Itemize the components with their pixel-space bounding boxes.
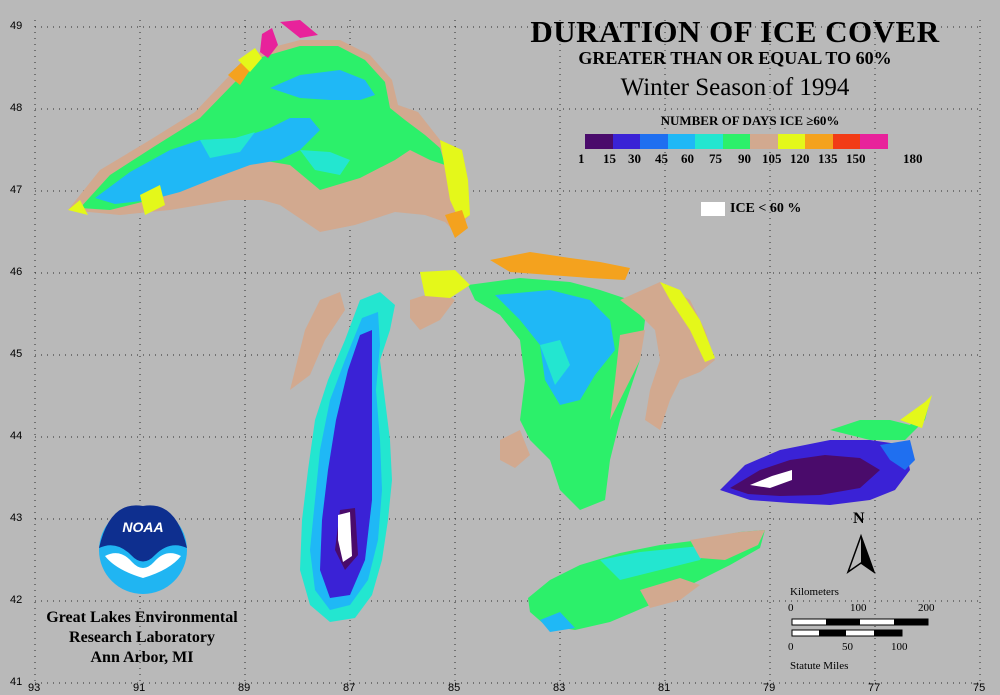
latitude-label: 43 [10, 512, 23, 524]
legend-tick-label: 75 [709, 151, 722, 166]
legend-swatch-0 [585, 134, 613, 149]
km-title: Kilometers [790, 586, 839, 598]
legend-swatch-5 [722, 134, 750, 149]
legend-tick-label: 105 [762, 151, 782, 166]
legend-tick-label: 90 [738, 151, 751, 166]
legend-swatch-2 [640, 134, 668, 149]
longitude-label: 87 [343, 682, 356, 694]
map-subtitle: GREATER THAN OR EQUAL TO 60% [578, 48, 892, 68]
longitude-label: 89 [238, 682, 251, 694]
lake-erie [528, 530, 765, 632]
latitude-label: 49 [10, 20, 23, 32]
legend-tick-label: 30 [628, 151, 641, 166]
legend-tick-label: 180 [903, 151, 923, 166]
mi-tick-50: 50 [842, 641, 853, 653]
longitude-label: 81 [658, 682, 671, 694]
season-label: Winter Season of 1994 [620, 74, 850, 101]
km-tick-200: 200 [918, 602, 935, 614]
latitude-label: 42 [10, 594, 23, 606]
legend-tick-label: 45 [655, 151, 668, 166]
footer-credit: Great Lakes Environmental Research Labor… [22, 608, 262, 668]
km-tick-0: 0 [788, 602, 794, 614]
ice-below-legend: ICE < 60 % [701, 201, 801, 217]
legend-swatch-6 [750, 134, 778, 149]
km-tick-100: 100 [850, 602, 867, 614]
latitude-label: 44 [10, 430, 23, 442]
footer-line-1: Great Lakes Environmental [46, 609, 238, 626]
legend-tick-label: 135 [818, 151, 838, 166]
longitude-label: 79 [763, 682, 776, 694]
legend-tick-label: 60 [681, 151, 694, 166]
latitude-label: 47 [10, 184, 23, 196]
noaa-logo: NOAA [99, 505, 187, 594]
latitude-label: 48 [10, 102, 23, 114]
mi-tick-0: 0 [788, 641, 794, 653]
scale-bar-km [791, 618, 929, 626]
longitude-label: 93 [28, 682, 41, 694]
footer-line-2: Research Laboratory [69, 629, 215, 646]
ice-below-label: ICE < 60 % [730, 201, 802, 216]
legend-swatch-8 [805, 134, 833, 149]
legend-swatch-9 [832, 134, 860, 149]
lake-huron [420, 252, 715, 510]
legend-swatch-4 [695, 134, 723, 149]
noaa-logo-text: NOAA [122, 519, 163, 535]
map-title: DURATION OF ICE COVER [530, 14, 940, 49]
color-legend [585, 134, 888, 149]
mi-tick-100: 100 [891, 641, 908, 653]
lake-ontario [720, 395, 932, 505]
ice-below-swatch [701, 202, 725, 216]
legend-swatch-10 [860, 134, 888, 149]
longitude-label: 83 [553, 682, 566, 694]
north-arrow-icon [846, 533, 876, 574]
longitude-label: 75 [973, 682, 986, 694]
legend-tick-label: 1 [578, 151, 585, 166]
legend-tick-label: 120 [790, 151, 810, 166]
latitude-label: 41 [10, 676, 23, 688]
footer-line-3: Ann Arbor, MI [90, 649, 194, 666]
latitude-label: 46 [10, 266, 23, 278]
legend-swatch-3 [667, 134, 695, 149]
north-label: N [853, 510, 865, 527]
longitude-label: 91 [133, 682, 146, 694]
legend-ticks: 1 15 30 45 60 75 90 105 120 135 150 180 [578, 151, 938, 167]
longitude-label: 85 [448, 682, 461, 694]
mi-title: Statute Miles [790, 660, 849, 672]
legend-tick-label: 15 [603, 151, 616, 166]
lake-superior [68, 20, 470, 238]
legend-tick-label: 150 [846, 151, 866, 166]
legend-swatch-7 [777, 134, 805, 149]
legend-title: NUMBER OF DAYS ICE ≥60% [660, 113, 840, 128]
lake-michigan [290, 290, 455, 622]
scale-bar-miles [791, 629, 903, 637]
legend-swatch-1 [612, 134, 640, 149]
longitude-label: 77 [868, 682, 881, 694]
latitude-label: 45 [10, 348, 23, 360]
